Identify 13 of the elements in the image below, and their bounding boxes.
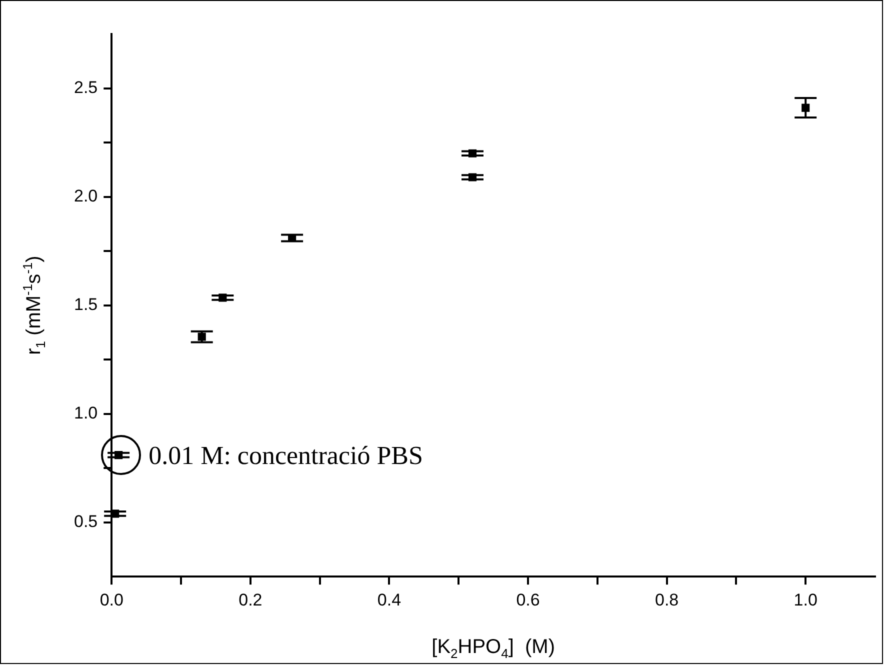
y-tick-label: 0.5 [74,512,98,532]
x-tick-label: 0.4 [377,590,402,610]
y-tick-label: 1.5 [74,294,98,314]
y-axis-title: r1 (mM-1s-1) [20,256,48,355]
y-tick-label: 2.0 [74,186,98,206]
x-tick-label: 0.8 [654,590,679,610]
x-tick-label: 0.2 [238,590,262,610]
x-tick-label: 0.6 [516,590,540,610]
x-tick-label: 1.0 [794,590,818,610]
y-tick-label: 1.0 [74,404,98,423]
y-tick-label: 2.5 [74,78,98,97]
annotation: 0.01 M: concentració PBS [148,441,423,470]
x-tick-label: 0.0 [100,590,124,610]
